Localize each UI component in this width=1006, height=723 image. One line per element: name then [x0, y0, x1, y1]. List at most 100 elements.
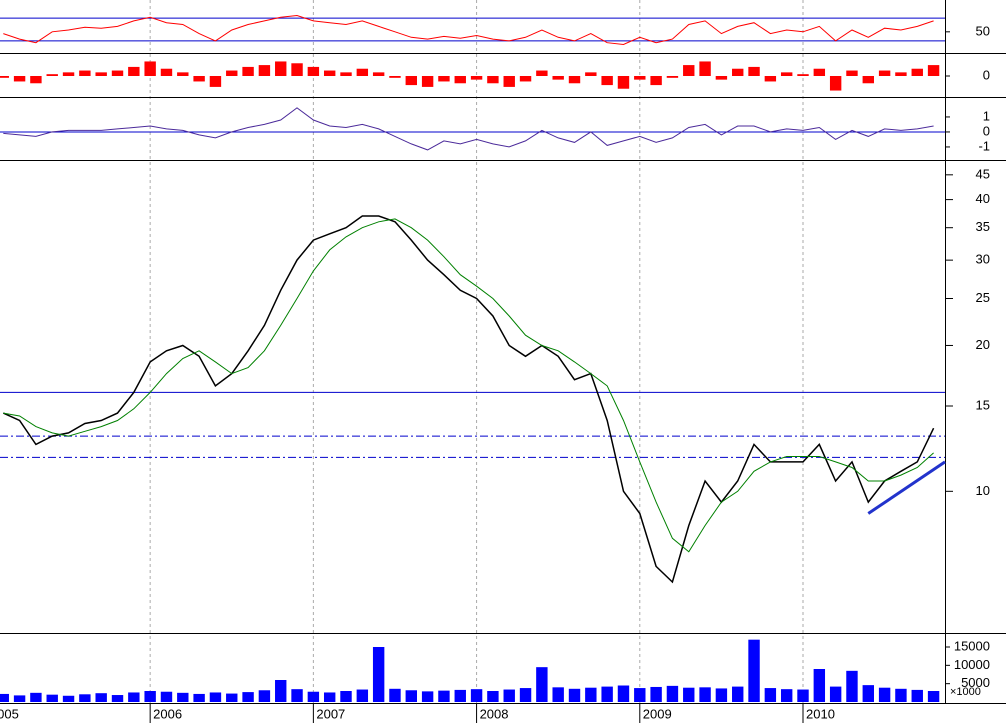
bar [291, 63, 303, 76]
series-line [3, 218, 934, 553]
bar [193, 76, 205, 82]
bar [275, 61, 287, 76]
bar [748, 639, 760, 702]
bar [470, 689, 483, 702]
bar [585, 687, 597, 702]
bar [421, 691, 434, 702]
series-line [3, 14, 934, 46]
bar [797, 689, 809, 702]
bar [340, 691, 352, 702]
bar [372, 72, 385, 76]
bar [846, 70, 858, 76]
y-tick-label: 35 [976, 219, 990, 234]
bar [878, 70, 891, 76]
bar [177, 72, 189, 76]
bar [144, 61, 156, 76]
bar [683, 687, 695, 702]
bar [568, 688, 581, 702]
bar [13, 76, 26, 82]
bar [699, 687, 711, 702]
bar [242, 66, 254, 76]
bar [0, 76, 9, 78]
bar [797, 74, 809, 76]
bar [780, 72, 793, 76]
bar [895, 688, 907, 702]
bar [552, 76, 564, 80]
y-tick-label: 45 [976, 166, 990, 181]
x-tick-label: 2005 [0, 706, 19, 721]
bar [177, 692, 189, 702]
bar [666, 685, 679, 702]
bar [340, 72, 352, 76]
bar [715, 76, 728, 80]
y-tick-label: 0 [983, 123, 990, 138]
bar [62, 72, 75, 76]
bar [829, 686, 842, 702]
bar [552, 687, 564, 702]
bar [519, 76, 532, 82]
bar [389, 76, 401, 78]
bar [372, 647, 385, 702]
y-tick-label: 50 [976, 23, 990, 38]
x-tick-label: 2007 [316, 706, 345, 721]
bar [634, 688, 646, 702]
bar [748, 66, 760, 76]
bar [275, 680, 287, 702]
bar [862, 685, 874, 702]
bar [62, 695, 75, 702]
bar [193, 693, 205, 702]
bar [683, 65, 695, 76]
bar [258, 690, 271, 702]
bar [601, 686, 613, 702]
bar [438, 690, 450, 702]
bar [666, 76, 679, 78]
bar [389, 688, 401, 702]
bar [226, 70, 238, 76]
bar [829, 76, 842, 91]
bar [699, 61, 711, 76]
bar [323, 70, 336, 76]
bar [79, 694, 91, 702]
bar [128, 66, 140, 76]
x-tick-label: 2006 [153, 706, 182, 721]
bar [111, 70, 124, 76]
bar [79, 70, 91, 76]
bar [111, 695, 124, 702]
y-tick-label: 5000 [961, 675, 990, 690]
bar [421, 76, 434, 87]
bar [307, 66, 320, 76]
series-line [3, 107, 934, 151]
bar [617, 76, 630, 89]
bar [454, 76, 466, 84]
y-tick-label: 40 [976, 191, 990, 206]
bar [160, 68, 173, 76]
bar [209, 76, 222, 87]
x-tick-label: 2009 [643, 706, 672, 721]
bar [209, 692, 222, 702]
bar [291, 689, 303, 702]
bar [128, 692, 140, 702]
y-tick-label: 0 [983, 67, 990, 82]
y-tick-label: 10000 [954, 657, 990, 672]
y-tick-label: 20 [976, 337, 990, 352]
bar [715, 688, 728, 702]
bar [242, 692, 254, 702]
bar [536, 70, 548, 76]
bar [13, 695, 26, 702]
bar [650, 76, 662, 86]
bar [95, 72, 107, 76]
y-tick-label: 1 [983, 108, 990, 123]
bar [454, 689, 466, 702]
bar [0, 693, 9, 702]
bar [634, 76, 646, 80]
bar [813, 68, 826, 76]
bar [470, 76, 483, 80]
bar [503, 76, 515, 87]
y-tick-label: 15 [976, 397, 990, 412]
bar [95, 693, 107, 702]
bar [536, 667, 548, 702]
volume-unit: ×1000 [950, 686, 981, 698]
y-tick-label: 10 [976, 483, 990, 498]
